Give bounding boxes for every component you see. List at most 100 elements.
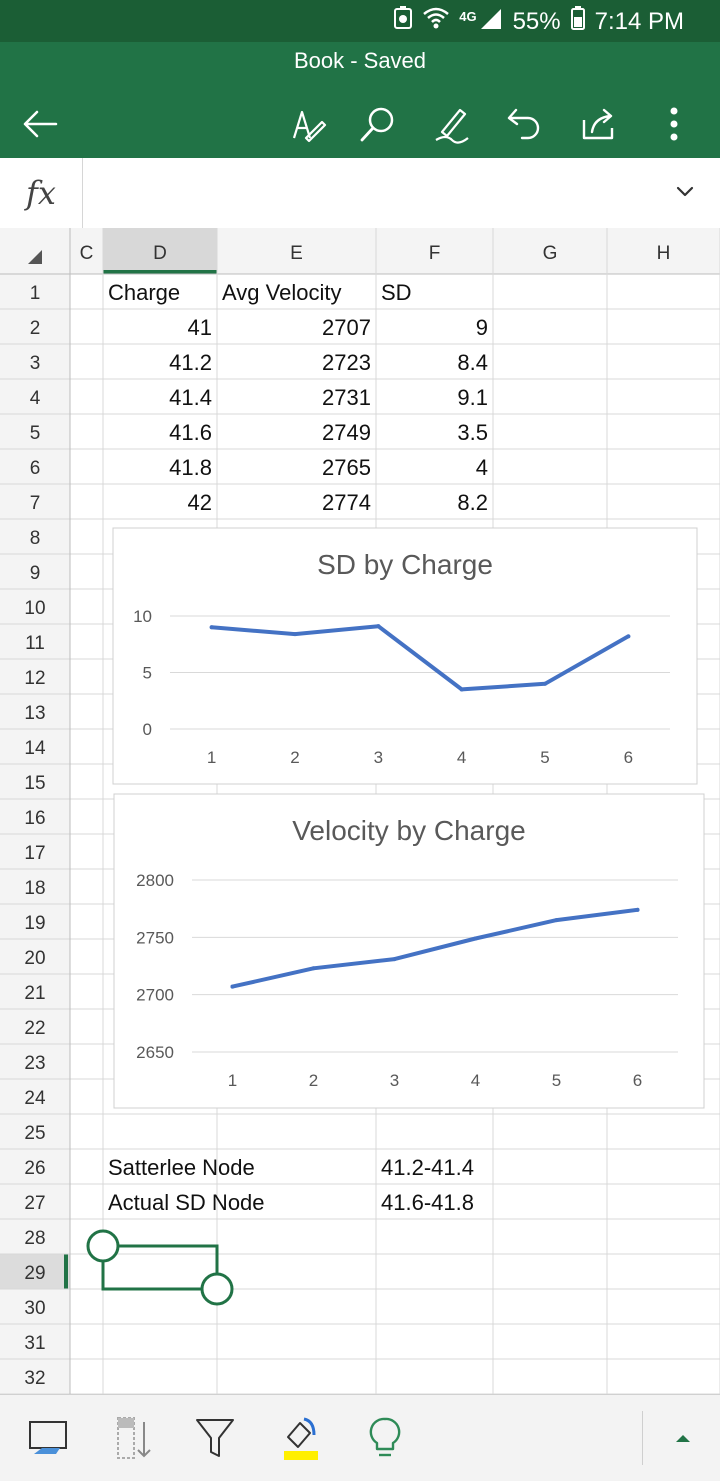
row-header-16[interactable]: 16 [24, 808, 45, 829]
table-cell[interactable]: 2774 [322, 490, 371, 515]
table-cell[interactable]: 9 [476, 315, 488, 340]
ink-icon[interactable] [430, 102, 474, 146]
table-cell[interactable]: 2765 [322, 455, 371, 480]
table-cell[interactable]: 41.2 [169, 350, 212, 375]
row-header-5[interactable]: 5 [30, 423, 41, 444]
select-all-icon[interactable] [28, 250, 42, 264]
row-header-17[interactable]: 17 [24, 843, 45, 864]
row-header-21[interactable]: 21 [24, 983, 45, 1004]
y-tick-label: 2750 [136, 928, 174, 947]
row-header-1[interactable]: 1 [30, 283, 41, 304]
back-arrow-icon[interactable] [18, 102, 62, 146]
series-line [230, 907, 640, 989]
note-value-cell[interactable]: 41.2-41.4 [381, 1155, 474, 1180]
row-header-3[interactable]: 3 [30, 353, 41, 374]
share-icon[interactable] [576, 102, 620, 146]
table-cell[interactable]: 8.4 [457, 350, 488, 375]
table-cell[interactable]: 41 [188, 315, 212, 340]
row-header-28[interactable]: 28 [24, 1228, 45, 1249]
row-header-13[interactable]: 13 [24, 703, 45, 724]
table-header-cell[interactable]: SD [381, 280, 412, 305]
draw-pen-icon[interactable] [286, 102, 330, 146]
row-header-14[interactable]: 14 [24, 738, 46, 759]
data-point [543, 681, 547, 686]
x-tick-label: 6 [624, 748, 633, 767]
row-header-23[interactable]: 23 [24, 1053, 45, 1074]
row-header-30[interactable]: 30 [24, 1298, 45, 1319]
note-label-cell[interactable]: Satterlee Node [108, 1155, 255, 1180]
grid-canvas[interactable]: C D E F G H1234567891011121314151617181920212… [0, 228, 720, 1394]
row-header-9[interactable]: 9 [30, 563, 41, 584]
row-header-31[interactable]: 31 [24, 1333, 45, 1354]
column-header-f[interactable]: F [429, 243, 441, 264]
data-point [230, 984, 235, 989]
column-header-g[interactable]: G [543, 243, 558, 264]
table-cell[interactable]: 41.8 [169, 455, 212, 480]
table-cell[interactable]: 2749 [322, 420, 371, 445]
row-header-4[interactable]: 4 [30, 388, 41, 409]
more-icon[interactable] [652, 102, 696, 146]
table-cell[interactable]: 3.5 [457, 420, 488, 445]
row-header-26[interactable]: 26 [24, 1158, 45, 1179]
tell-me-icon[interactable] [360, 1413, 410, 1463]
table-cell[interactable]: 2731 [322, 385, 371, 410]
row-header-22[interactable]: 22 [24, 1018, 45, 1039]
row-header-27[interactable]: 27 [24, 1193, 45, 1214]
table-cell[interactable]: 41.4 [169, 385, 212, 410]
row-header-2[interactable]: 2 [30, 318, 41, 339]
format-cells-icon[interactable] [24, 1413, 74, 1463]
row-header-25[interactable]: 25 [24, 1123, 45, 1144]
row-header-15[interactable]: 15 [24, 773, 45, 794]
table-cell[interactable]: 9.1 [457, 385, 488, 410]
row-header-12[interactable]: 12 [24, 668, 45, 689]
x-tick-label: 2 [290, 748, 299, 767]
x-tick-label: 1 [228, 1071, 237, 1090]
table-header-cell[interactable]: Avg Velocity [222, 280, 341, 305]
table-header-cell[interactable]: Charge [108, 280, 180, 305]
table-cell[interactable]: 42 [188, 490, 212, 515]
row-header-7[interactable]: 7 [30, 493, 41, 514]
table-cell[interactable]: 2707 [322, 315, 371, 340]
column-header-d[interactable]: D [153, 243, 167, 264]
selection-handle-start[interactable] [86, 1229, 120, 1263]
row-header-11[interactable]: 11 [25, 633, 45, 654]
note-label-cell[interactable]: Actual SD Node [108, 1190, 265, 1215]
row-header-19[interactable]: 19 [24, 913, 45, 934]
expand-icon[interactable] [658, 1413, 708, 1463]
row-header-20[interactable]: 20 [24, 948, 45, 969]
column-header-e[interactable]: E [290, 243, 303, 264]
formula-input[interactable] [96, 178, 656, 208]
filter-icon[interactable] [190, 1413, 240, 1463]
table-cell[interactable]: 41.6 [169, 420, 212, 445]
chart-2[interactable] [113, 793, 705, 1109]
row-header-8[interactable]: 8 [30, 528, 41, 549]
row-header-18[interactable]: 18 [24, 878, 45, 899]
row-header-24[interactable]: 24 [24, 1088, 46, 1109]
selected-cell[interactable] [101, 1244, 219, 1291]
chevron-down-icon[interactable] [674, 180, 696, 207]
chart-title: SD by Charge [317, 549, 493, 580]
table-cell[interactable]: 2723 [322, 350, 371, 375]
data-point [376, 624, 381, 629]
table-cell[interactable]: 4 [476, 455, 488, 480]
note-value-cell[interactable]: 41.6-41.8 [381, 1190, 474, 1215]
chart-1[interactable] [112, 527, 698, 785]
fx-label[interactable]: fx [0, 158, 83, 228]
x-tick-label: 5 [540, 748, 549, 767]
selection-handle-end[interactable] [200, 1272, 234, 1306]
spreadsheet-grid[interactable]: C D E F G H 1 2 3 4 5 6 7 8 9 10 11 12 13 14 15 16 17 18 19 20 21 2… [0, 228, 720, 1394]
column-header-c[interactable]: C [80, 243, 94, 264]
table-cell[interactable]: 8.2 [457, 490, 488, 515]
fill-color-icon[interactable] [276, 1413, 326, 1463]
row-header-10[interactable]: 10 [24, 598, 45, 619]
sort-icon[interactable] [108, 1413, 158, 1463]
active-column-indicator [103, 270, 217, 274]
battery-icon [570, 6, 585, 37]
undo-icon[interactable] [502, 102, 546, 146]
x-tick-label: 1 [207, 748, 216, 767]
column-header-h[interactable]: H [657, 243, 671, 264]
row-header-32[interactable]: 32 [24, 1368, 45, 1389]
search-icon[interactable] [356, 102, 400, 146]
row-header-29[interactable]: 29 [24, 1263, 45, 1284]
row-header-6[interactable]: 6 [30, 458, 41, 479]
